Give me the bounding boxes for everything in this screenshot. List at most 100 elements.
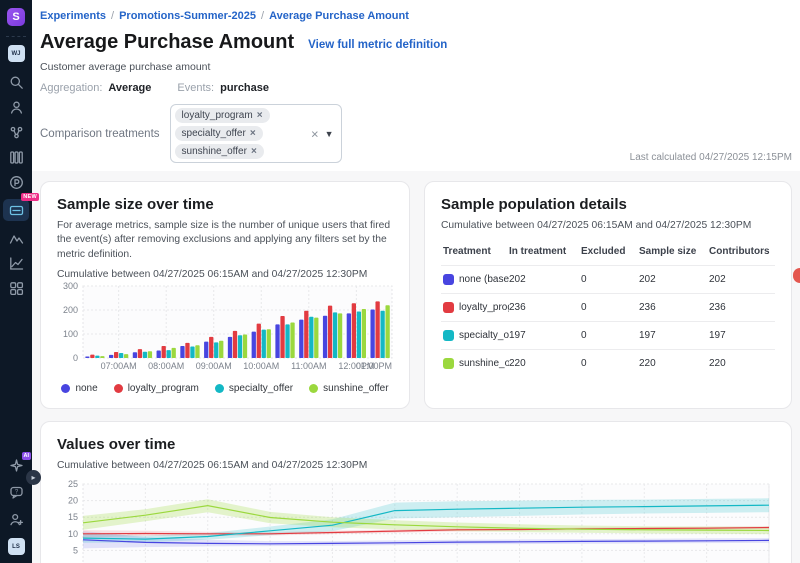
- breadcrumb-separator: /: [261, 10, 264, 22]
- sample-size-card: Sample size over time For average metric…: [40, 181, 410, 409]
- support-chat-icon[interactable]: ?: [8, 484, 24, 500]
- breadcrumb-separator: /: [111, 10, 114, 22]
- statsig-logo-icon[interactable]: S: [7, 8, 25, 26]
- workspace-avatar[interactable]: WJ: [8, 45, 25, 62]
- legend-dot-icon: [215, 384, 224, 393]
- gates-nodes-icon[interactable]: [8, 124, 24, 140]
- svg-text:11:00AM: 11:00AM: [291, 361, 326, 371]
- svg-text:07:00AM: 07:00AM: [101, 361, 137, 371]
- table-cell: 0: [581, 274, 639, 285]
- aggregation-label: Aggregation:: [40, 82, 102, 94]
- breadcrumb-metric-name[interactable]: Average Purchase Amount: [269, 10, 409, 22]
- chip-label: sunshine_offer: [182, 146, 247, 157]
- population-table: TreatmentIn treatmentExcludedSample size…: [441, 241, 775, 377]
- legend-label: loyalty_program: [128, 383, 199, 394]
- svg-text:01:00PM: 01:00PM: [356, 361, 392, 371]
- invite-user-icon[interactable]: [8, 511, 24, 527]
- new-badge: NEW: [21, 193, 39, 201]
- breadcrumb: Experiments / Promotions-Summer-2025 / Avera…: [40, 10, 792, 22]
- sidebar-expand-handle[interactable]: ▸: [26, 470, 41, 485]
- table-row: sunshine_offer2200220220: [441, 349, 775, 377]
- legend-item[interactable]: loyalty_program: [114, 383, 199, 394]
- events-value: purchase: [220, 82, 269, 94]
- table-row: loyalty_program2360236236: [441, 293, 775, 321]
- metric-subtitle: Customer average purchase amount: [40, 61, 792, 73]
- chart-legend: none loyalty_program specialty_offer sunshi…: [57, 383, 393, 394]
- view-metric-definition-link[interactable]: View full metric definition: [308, 39, 447, 51]
- treatments-multiselect[interactable]: loyalty_program × specialty_offer × suns…: [170, 104, 342, 163]
- treatment-chip[interactable]: specialty_offer ×: [175, 126, 263, 141]
- table-cell: 0: [581, 330, 639, 341]
- page-title: Average Purchase Amount: [40, 31, 294, 54]
- ai-assist-icon[interactable]: AI: [8, 457, 24, 473]
- layers-columns-icon[interactable]: [8, 149, 24, 165]
- aggregation-row: Aggregation: Average Events: purchase: [40, 82, 792, 94]
- treatment-name: specialty_offer: [459, 330, 509, 341]
- treatment-color-swatch: [443, 302, 454, 313]
- remove-tag-icon[interactable]: ×: [251, 146, 257, 157]
- svg-text:20: 20: [68, 496, 78, 506]
- right-panel-handle[interactable]: [793, 268, 800, 283]
- last-calculated-text: Last calculated 04/27/2025 12:15PM: [630, 152, 792, 163]
- svg-text:0: 0: [73, 353, 78, 363]
- svg-text:10:00AM: 10:00AM: [243, 361, 279, 371]
- breadcrumb-experiments[interactable]: Experiments: [40, 10, 106, 22]
- legend-item[interactable]: none: [61, 383, 97, 394]
- legend-dot-icon: [61, 384, 70, 393]
- dashboards-grid-icon[interactable]: [8, 280, 24, 296]
- table-cell: 236: [509, 302, 581, 313]
- pulse-icon[interactable]: [8, 174, 24, 190]
- table-cell: 197: [639, 330, 709, 341]
- values-line-chart: 051015202507:00AM07:30AM08:00AM08:30AM09…: [57, 479, 777, 563]
- metrics-nav-item-selected[interactable]: NEW: [3, 199, 29, 221]
- user-avatar[interactable]: LS: [8, 538, 25, 555]
- insights-chart-icon[interactable]: [8, 255, 24, 271]
- page: S WJ NEW: [0, 0, 800, 563]
- table-header-row: TreatmentIn treatmentExcludedSample size…: [441, 241, 775, 265]
- table-row: none (baseline)2020202202: [441, 265, 775, 293]
- svg-text:15: 15: [68, 512, 78, 522]
- table-cell: 236: [639, 302, 709, 313]
- sample-size-description: For average metrics, sample size is the …: [57, 219, 393, 262]
- table-row: specialty_offer1970197197: [441, 321, 775, 349]
- breadcrumb-experiment-name[interactable]: Promotions-Summer-2025: [119, 10, 256, 22]
- treatment-chip[interactable]: sunshine_offer ×: [175, 144, 264, 159]
- treatment-name: loyalty_program: [459, 302, 509, 313]
- card-title: Sample population details: [441, 196, 775, 213]
- column-header: Excluded: [581, 246, 639, 257]
- treatment-chip[interactable]: loyalty_program ×: [175, 108, 270, 123]
- table-cell: 220: [639, 358, 709, 369]
- experiments-icon[interactable]: [8, 230, 24, 246]
- svg-text:200: 200: [63, 305, 78, 315]
- treatment-color-swatch: [443, 358, 454, 369]
- table-cell: 220: [709, 358, 773, 369]
- population-details-card: Sample population details Cumulative bet…: [424, 181, 792, 409]
- users-icon[interactable]: [8, 99, 24, 115]
- sidebar-divider: [6, 36, 26, 37]
- column-header: Treatment: [443, 246, 509, 257]
- legend-dot-icon: [309, 384, 318, 393]
- remove-tag-icon[interactable]: ×: [250, 128, 256, 139]
- table-cell: 202: [639, 274, 709, 285]
- svg-text:25: 25: [68, 479, 78, 489]
- legend-dot-icon: [114, 384, 123, 393]
- remove-tag-icon[interactable]: ×: [257, 110, 263, 121]
- svg-text:10: 10: [68, 529, 78, 539]
- column-header: Contributors: [709, 246, 773, 257]
- legend-item[interactable]: specialty_offer: [215, 383, 293, 394]
- cumulative-range: Cumulative between 04/27/2025 06:15AM an…: [57, 269, 393, 280]
- search-icon[interactable]: [8, 74, 24, 90]
- chip-label: specialty_offer: [182, 128, 246, 139]
- treatment-color-swatch: [443, 330, 454, 341]
- sidebar-bottom: AI ? LS: [8, 457, 25, 555]
- column-header: In treatment: [509, 246, 581, 257]
- chevron-down-icon[interactable]: ▼: [325, 129, 334, 139]
- legend-item[interactable]: sunshine_offer: [309, 383, 388, 394]
- chip-label: loyalty_program: [182, 110, 253, 121]
- clear-all-icon[interactable]: ×: [311, 126, 319, 141]
- treatment-name: none (baseline): [459, 274, 509, 285]
- table-cell: 202: [709, 274, 773, 285]
- table-cell: 197: [709, 330, 773, 341]
- table-cell: 220: [509, 358, 581, 369]
- svg-text:100: 100: [63, 329, 78, 339]
